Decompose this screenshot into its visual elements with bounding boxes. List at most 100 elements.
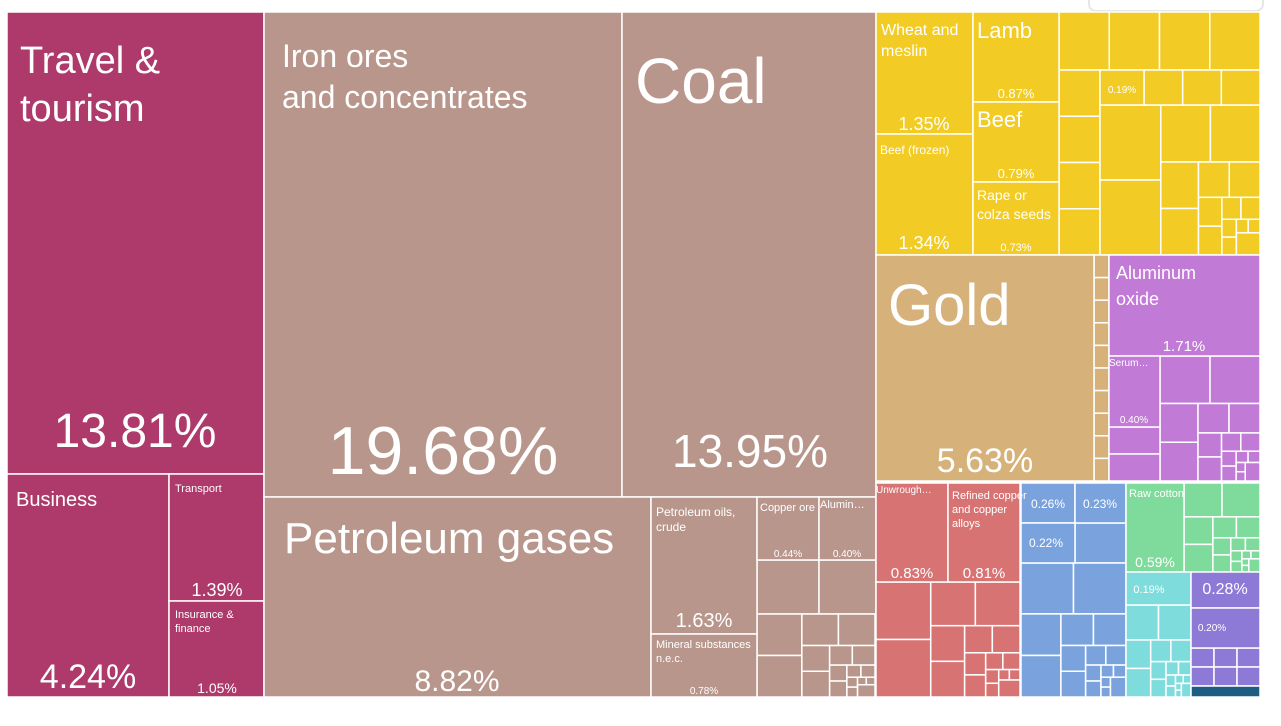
label-name-petroleum-oils-crude: Petroleum oils, xyxy=(656,505,735,519)
filler-precious-metals-6-tile xyxy=(1093,276,1110,301)
filler-textiles-12-tile xyxy=(1248,558,1261,573)
filler-precious-metals-6-tile xyxy=(1093,254,1110,279)
filler-instruments-13-tile xyxy=(1180,682,1192,698)
label-value-travel-tourism: 13.81% xyxy=(54,405,217,458)
cell-petroleum-gases xyxy=(263,496,652,698)
filler-mineral-products-1-tile xyxy=(846,676,859,688)
filler-vegetable-animal-products-2-tile xyxy=(1058,11,1110,71)
filler-machines-11-tile xyxy=(1020,562,1075,615)
label-name-rape-or-colza-seeds: colza seeds xyxy=(977,206,1051,222)
label-value-refined-copper-and-copper-alloys: 0.81% xyxy=(963,565,1006,582)
filler-vegetable-animal-products-5-tile xyxy=(1181,69,1223,106)
filler-mineral-products-1-tile xyxy=(756,654,803,698)
filler-precious-metals-6-tile xyxy=(1093,389,1110,414)
filler-instruments-13-tile xyxy=(1174,682,1183,691)
cell-transportation-0-20 xyxy=(1190,607,1261,649)
label-value-business: 4.24% xyxy=(40,658,136,696)
filler-chemical-products-7-tile xyxy=(1159,355,1211,405)
label-value-copper-ore: 0.44% xyxy=(774,549,802,560)
filler-vegetable-animal-products-2-tile xyxy=(1209,11,1261,71)
filler-mineral-products-1-tile xyxy=(801,670,831,698)
label-value-transport: 1.39% xyxy=(191,580,242,600)
cell-coal xyxy=(621,11,877,498)
filler-transportation-14-tile xyxy=(1236,666,1261,687)
filler-instruments-13-tile xyxy=(1165,685,1177,698)
filler-instruments-13-tile xyxy=(1149,678,1167,698)
filler-instruments-13-tile xyxy=(1174,689,1183,698)
label-value-beef: 0.79% xyxy=(998,166,1035,181)
filler-precious-metals-6-tile xyxy=(1093,344,1110,369)
filler-machines-11-tile xyxy=(1084,644,1107,666)
filler-precious-metals-6-tile xyxy=(1093,299,1110,324)
filler-metals-9-tile xyxy=(929,624,966,663)
filler-transportation-14-tile xyxy=(1236,647,1261,668)
filler-vegetable-animal-products-3-tile xyxy=(1058,161,1101,210)
filler-machines-11-tile xyxy=(1060,670,1087,698)
filler-chemical-products-7-tile xyxy=(1240,432,1261,452)
filler-chemical-products-7-tile xyxy=(1220,450,1237,467)
filler-mineral-products-1-tile xyxy=(801,613,840,647)
label-name-refined-copper-and-copper-alloys: alloys xyxy=(952,518,981,530)
label-name-gold: Gold xyxy=(888,273,1011,338)
filler-textiles-12-tile xyxy=(1241,550,1252,560)
label-value-machines-0-26: 0.26% xyxy=(1031,497,1065,511)
filler-mineral-products-1-tile xyxy=(756,613,803,657)
filler-precious-metals-6-tile xyxy=(1093,412,1110,437)
filler-chemical-products-8-tile xyxy=(1108,426,1161,455)
filler-metals-9-tile xyxy=(984,668,1000,685)
filler-textiles-12-tile xyxy=(1183,543,1214,573)
filler-metals-9-tile xyxy=(991,624,1021,654)
filler-mineral-products-1-tile xyxy=(801,644,831,673)
filler-textiles-12-tile xyxy=(1241,564,1250,573)
label-name-travel-tourism: tourism xyxy=(20,88,145,130)
filler-instruments-13-tile xyxy=(1170,639,1192,663)
filler-chemical-products-7-tile xyxy=(1244,461,1261,482)
cell-vegetable-animal-products-0-19 xyxy=(1099,69,1145,106)
filler-textiles-12-tile xyxy=(1212,516,1238,539)
filler-vegetable-animal-products-3-tile xyxy=(1058,115,1101,164)
filler-instruments-13-tile xyxy=(1149,660,1167,681)
filler-metals-9-tile xyxy=(963,652,987,676)
filler-textiles-12-tile xyxy=(1230,560,1243,573)
filler-textiles-12-tile xyxy=(1212,537,1232,556)
cell-travel-tourism xyxy=(6,11,265,475)
label-name-petroleum-gases: Petroleum gases xyxy=(284,514,614,563)
label-name-copper-ore: Copper ore xyxy=(760,502,815,514)
filler-chemical-products-7-tile xyxy=(1220,432,1242,452)
filler-metals-9-tile xyxy=(997,668,1011,681)
filler-mineral-products-0-tile xyxy=(818,559,877,615)
filler-transportation-14-tile xyxy=(1190,647,1215,668)
label-name-iron-ores-and-concentrates: Iron ores xyxy=(282,38,408,74)
label-name-insurance-finance: Insurance & xyxy=(175,609,234,621)
label-value-aluminum-oxide: 1.71% xyxy=(1163,338,1206,355)
label-name-mineral-substances-n-e-c: n.e.c. xyxy=(656,653,683,665)
cell-beef xyxy=(972,101,1060,183)
filler-vegetable-animal-products-2-tile xyxy=(1108,11,1161,71)
filler-vegetable-animal-products-4-tile xyxy=(1160,104,1212,163)
filler-vegetable-animal-products-3-tile xyxy=(1058,208,1101,256)
filler-textiles-12-tile xyxy=(1212,554,1232,573)
cell-rape-or-colza-seeds xyxy=(972,181,1060,256)
cell-gold xyxy=(875,254,1095,482)
cell-refined-copper-and-copper-alloys xyxy=(947,482,1021,583)
filler-vegetable-animal-products-4-tile xyxy=(1221,196,1242,221)
filler-metals-9-tile xyxy=(997,679,1021,698)
filler-metals-9-tile xyxy=(929,660,966,698)
filler-machines-11-tile xyxy=(1092,613,1127,647)
filler-chemical-products-7-tile xyxy=(1197,456,1223,482)
filler-vegetable-animal-products-2-tile xyxy=(1158,11,1211,71)
label-value-wheat-and-meslin: 1.35% xyxy=(898,114,949,134)
filler-instruments-13-tile xyxy=(1125,639,1152,670)
label-name-beef: Beef xyxy=(977,107,1023,132)
filler-textiles-12-tile xyxy=(1235,516,1261,539)
filler-machines-11-tile xyxy=(1060,644,1087,672)
label-name-rape-or-colza-seeds: Rape or xyxy=(977,187,1027,203)
filler-mineral-products-1-tile xyxy=(851,644,876,666)
filler-vegetable-animal-products-4-tile xyxy=(1247,218,1261,234)
filler-precious-metals-6-tile xyxy=(1093,435,1110,460)
label-value-mineral-substances-n-e-c: 0.78% xyxy=(690,686,718,697)
filler-vegetable-animal-products-4-tile xyxy=(1228,161,1261,199)
filler-mineral-products-1-tile xyxy=(837,613,876,647)
filler-instruments-13-tile xyxy=(1177,660,1192,676)
filler-machines-11-tile xyxy=(1100,664,1115,678)
